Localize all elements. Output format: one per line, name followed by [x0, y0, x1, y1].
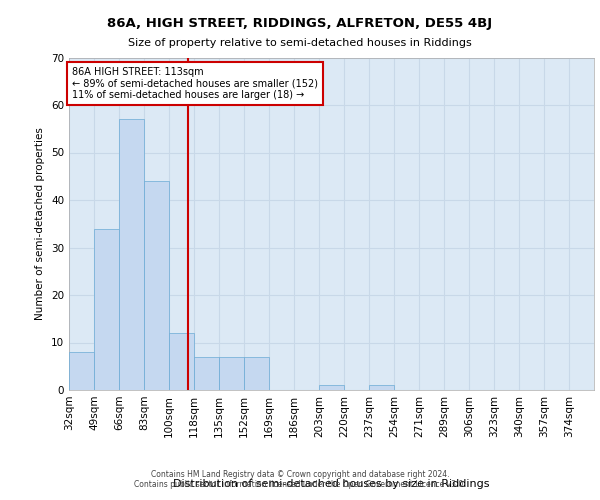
Bar	[69, 352, 94, 390]
Bar	[94, 228, 119, 390]
Bar	[244, 357, 269, 390]
Text: Size of property relative to semi-detached houses in Riddings: Size of property relative to semi-detach…	[128, 38, 472, 48]
Bar	[169, 333, 194, 390]
Text: Contains HM Land Registry data © Crown copyright and database right 2024.
Contai: Contains HM Land Registry data © Crown c…	[134, 470, 466, 489]
Bar	[144, 181, 169, 390]
Bar	[369, 385, 394, 390]
Bar	[319, 385, 344, 390]
Bar	[219, 357, 244, 390]
Bar	[194, 357, 219, 390]
Y-axis label: Number of semi-detached properties: Number of semi-detached properties	[35, 128, 46, 320]
X-axis label: Distribution of semi-detached houses by size in Riddings: Distribution of semi-detached houses by …	[173, 478, 490, 488]
Text: 86A, HIGH STREET, RIDDINGS, ALFRETON, DE55 4BJ: 86A, HIGH STREET, RIDDINGS, ALFRETON, DE…	[107, 18, 493, 30]
Bar	[119, 119, 144, 390]
Text: 86A HIGH STREET: 113sqm
← 89% of semi-detached houses are smaller (152)
11% of s: 86A HIGH STREET: 113sqm ← 89% of semi-de…	[72, 67, 318, 100]
